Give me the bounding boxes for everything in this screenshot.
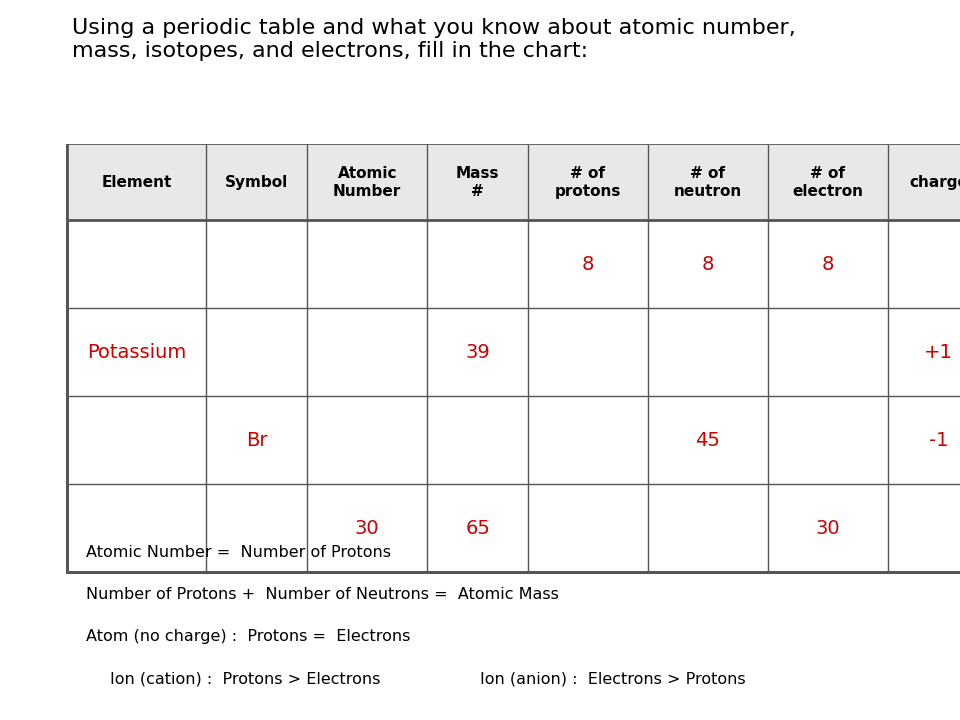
Bar: [67, 145, 960, 572]
Text: Br: Br: [246, 431, 268, 449]
Text: 8: 8: [702, 254, 714, 274]
Text: Atomic
Number: Atomic Number: [333, 166, 401, 199]
Text: Element: Element: [102, 175, 172, 190]
Text: Symbol: Symbol: [226, 175, 288, 190]
Text: # of
electron: # of electron: [793, 166, 863, 199]
Text: Ion (anion) :  Electrons > Protons: Ion (anion) : Electrons > Protons: [480, 671, 746, 686]
Text: Number of Protons +  Number of Neutrons =  Atomic Mass: Number of Protons + Number of Neutrons =…: [86, 587, 560, 602]
Text: # of
neutron: # of neutron: [674, 166, 742, 199]
Text: Potassium: Potassium: [87, 343, 186, 361]
Text: # of
protons: # of protons: [555, 166, 621, 199]
Text: 39: 39: [466, 343, 490, 361]
Text: 8: 8: [582, 254, 594, 274]
Text: 8: 8: [822, 254, 834, 274]
Text: 30: 30: [355, 518, 379, 538]
Text: Using a periodic table and what you know about atomic number,
mass, isotopes, an: Using a periodic table and what you know…: [72, 18, 796, 61]
Text: +1: +1: [924, 343, 953, 361]
Text: Atom (no charge) :  Protons =  Electrons: Atom (no charge) : Protons = Electrons: [86, 629, 411, 644]
Text: Ion (cation) :  Protons > Electrons: Ion (cation) : Protons > Electrons: [110, 671, 381, 686]
Text: Atomic Number =  Number of Protons: Atomic Number = Number of Protons: [86, 545, 392, 560]
Text: Mass
#: Mass #: [456, 166, 499, 199]
Text: -1: -1: [928, 431, 948, 449]
Text: 65: 65: [466, 518, 490, 538]
Text: charge: charge: [909, 175, 960, 190]
Bar: [67, 145, 960, 220]
Text: 45: 45: [696, 431, 720, 449]
Text: 30: 30: [816, 518, 840, 538]
